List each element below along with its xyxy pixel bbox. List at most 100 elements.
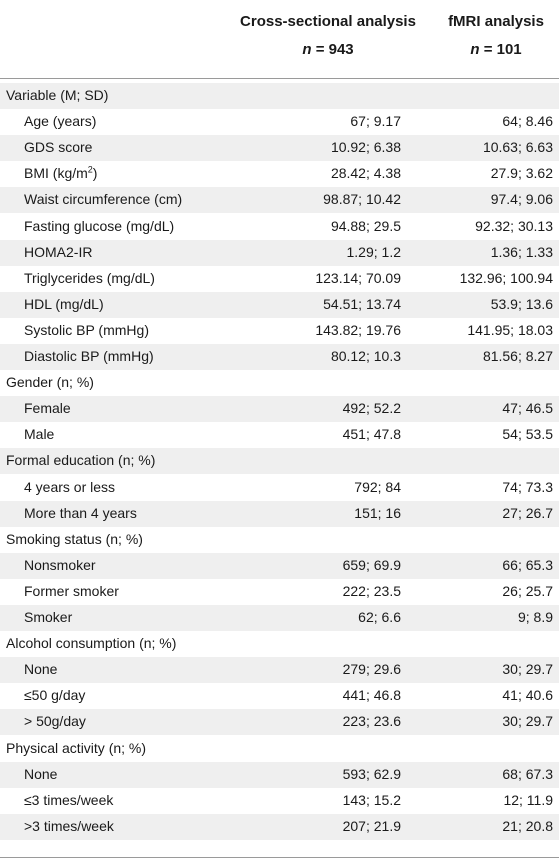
table-row: ≤50 g/day 441; 46.8 41; 40.6 [0,683,559,709]
cross-sectional-value: 143; 15.2 [342,791,401,808]
table-row: Female 492; 52.2 47; 46.5 [0,396,559,423]
cross-sectional-value: 441; 46.8 [342,687,401,704]
row-label: None [24,661,57,677]
fmri-value: 53.9; 13.6 [490,295,553,312]
row-label: >3 times/week [24,818,114,834]
row-label-text: Smoking status (n; %) [6,530,143,547]
fmri-value: 66; 65.3 [502,556,553,573]
row-label-text: Diastolic BP (mmHg) [24,348,154,364]
row-label: Smoking status (n; %) [6,531,143,547]
header-rule [0,78,559,79]
n-symbol: n [470,41,480,58]
col-header-cross-sectional: Cross-sectional analysis [240,13,416,30]
table-group-row: Smoking status (n; %) [0,527,559,553]
cross-sectional-value: 28.42; 4.38 [330,165,401,182]
n-symbol: n [302,41,312,58]
row-label-text: None [24,765,58,782]
fmri-value: 81.56; 8.27 [482,348,553,364]
table-row: More than 4 years 151; 16 27; 26.7 [0,500,559,527]
row-label: Waist circumference (cm) [24,191,182,207]
row-label: Alcohol consumption (n; %) [6,635,176,651]
row-label: More than 4 years [24,505,137,521]
fmri-value: 9; 8.9 [517,609,553,625]
table-row: Systolic BP (mmHg) 143.82; 19.76 141.95; 1… [0,318,559,344]
table-row: Former smoker 222; 23.5 26; 25.7 [0,579,559,605]
cross-sectional-value: 54.51; 13.74 [323,295,401,312]
table-row: BMI (kg/m2) 28.42; 4.38 27.9; 3.62 [0,161,559,187]
row-label: GDS score [24,139,92,155]
table-row: GDS score 10.92; 6.38 10.63; 6.63 [0,135,559,162]
cross-sectional-value: 151; 16 [354,504,401,521]
fmri-value: 97.4; 9.06 [490,191,553,208]
row-label: HDL (mg/dL) [24,296,104,312]
fmri-value: 68; 67.3 [502,765,553,782]
table-group-row: Formal education (n; %) [0,448,559,475]
table-group-row: Physical activity (n; %) [0,736,559,762]
fmri-value: 141.95; 18.03 [467,321,553,338]
row-label: Physical activity (n; %) [6,740,146,756]
cross-sectional-value: 222; 23.5 [342,582,401,599]
table-row: ≤3 times/week 143; 15.2 12; 11.9 [0,788,559,814]
cross-sectional-value: 62; 6.6 [358,609,401,625]
row-label-text: Gender (n; %) [6,374,94,391]
table-row: Fasting glucose (mg/dL) 94.88; 29.5 92.32;… [0,214,559,240]
cross-sectional-value: 492; 52.2 [342,400,401,417]
row-label: Fasting glucose (mg/dL) [24,218,174,234]
fmri-value: 10.63; 6.63 [482,139,553,156]
fmri-value: 30; 29.7 [502,661,553,678]
row-label-text: Waist circumference (cm) [24,191,183,208]
table-row: Male 451; 47.8 54; 53.5 [0,422,559,448]
table-row: None 593; 62.9 68; 67.3 [0,761,559,788]
row-label-text: Alcohol consumption (n; %) [6,635,177,652]
row-label-text: Former smoker [24,582,119,599]
row-label-text: HOMA2-IR [24,243,93,260]
row-label-text: > 50g/day [24,713,86,730]
row-label: ≤50 g/day [24,687,85,703]
table-group-row: Variable (M; SD) [0,83,559,109]
row-label: 4 years or less [24,479,115,495]
table-row: Triglycerides (mg/dL) 123.14; 70.09 132.96… [0,266,559,292]
fmri-value: 64; 8.46 [502,113,553,130]
row-label: Formal education (n; %) [6,452,155,468]
n-value: = 943 [315,41,354,58]
row-label: Nonsmoker [24,557,96,573]
row-label-text: More than 4 years [24,504,137,521]
table-row: > 50g/day 223; 23.6 30; 29.7 [0,709,559,736]
cross-sectional-value: 451; 47.8 [342,426,401,443]
cross-sectional-value: 67; 9.17 [350,113,401,130]
row-label: HOMA2-IR [24,244,92,260]
row-label: Former smoker [24,583,119,599]
fmri-value: 74; 73.3 [502,478,553,495]
row-label: Smoker [24,609,72,625]
fmri-value: 1.36; 1.33 [490,243,553,260]
row-label-text: None [24,661,58,678]
row-label-text: 4 years or less [24,478,116,495]
row-label: Gender (n; %) [6,374,94,390]
row-label-text: Fasting glucose (mg/dL) [24,217,175,234]
table-row: HOMA2-IR 1.29; 1.2 1.36; 1.33 [0,239,559,266]
table-row: HDL (mg/dL) 54.51; 13.74 53.9; 13.6 [0,291,559,318]
row-label-text: >3 times/week [24,817,114,834]
cross-sectional-value: 207; 21.9 [342,817,401,834]
fmri-value: 54; 53.5 [502,426,553,443]
row-label-text: Systolic BP (mmHg) [24,321,149,338]
cross-sectional-value: 279; 29.6 [342,661,401,678]
fmri-value: 47; 46.5 [502,400,553,417]
n-value: = 101 [483,41,522,58]
table-row: None 279; 29.6 30; 29.7 [0,657,559,684]
row-label-text: BMI (kg/m [24,165,88,182]
cross-sectional-value: 1.29; 1.2 [346,243,402,260]
table-row: 4 years or less 792; 84 74; 73.3 [0,475,559,501]
superscript: 2 [87,164,93,175]
col-header-fmri-n: n = 101 [436,41,556,58]
col-header-fmri: fMRI analysis [448,13,544,30]
row-label: Male [24,426,54,442]
row-label-text: HDL (mg/dL) [24,295,104,312]
row-label-text: Female [24,400,71,417]
row-label: ≤3 times/week [24,792,113,808]
cross-sectional-value: 792; 84 [354,478,401,495]
table-row: Age (years) 67; 9.17 64; 8.46 [0,109,559,135]
cross-sectional-value: 659; 69.9 [342,556,401,573]
row-label-text: Male [24,426,55,443]
cross-sectional-value: 80.12; 10.3 [330,348,401,364]
